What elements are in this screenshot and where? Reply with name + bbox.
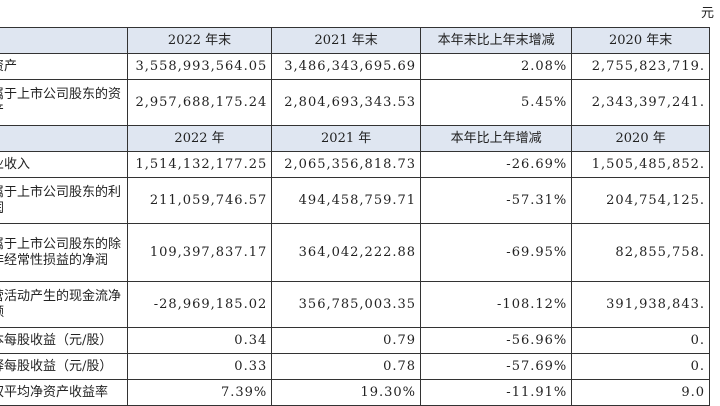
- column-header: 本年比上年增减: [420, 125, 573, 152]
- row-label: 业收入: [0, 151, 128, 178]
- table-row: 营活动产生的现金流净额-28,969,185.02356,785,003.35-…: [0, 281, 710, 328]
- row-label: 释每股收益（元/股）: [0, 353, 128, 380]
- row-label: 本每股收益（元/股）: [0, 327, 128, 354]
- table-cell: 356,785,003.35: [271, 281, 422, 328]
- column-header: [0, 125, 128, 152]
- column-header: 2020 年末: [571, 27, 710, 54]
- table-cell: 5.45%: [420, 79, 573, 126]
- column-header: 2021 年: [271, 125, 422, 152]
- table-cell: -57.31%: [420, 177, 573, 224]
- header-row: 2022 年 2021 年本年比上年增减 2020 年: [0, 125, 710, 152]
- row-label: 属于上市公司股东的利润: [0, 177, 128, 224]
- table-row: 属于上市公司股东的利润211,059,746.57494,458,759.71-…: [0, 177, 710, 224]
- table-cell: -108.12%: [420, 281, 573, 328]
- table-cell: 2,755,823,719.: [571, 53, 710, 80]
- header-row: 2022 年末 2021 年末 本年末比上年末增减 2020 年末: [0, 27, 710, 54]
- table-row: 释每股收益（元/股） 0.33 0.78 -57.69% 0.: [0, 353, 710, 380]
- table-cell: 7.39%: [126, 379, 273, 406]
- row-label: 营活动产生的现金流净额: [0, 281, 128, 328]
- table-cell: 2,065,356,818.73: [271, 151, 422, 178]
- table-cell: 364,042,222.88: [271, 223, 422, 282]
- table-row: 属于上市公司股东的除非经常性损益的净润 109,397,837.17 364,042…: [0, 223, 710, 282]
- table-cell: 9.0: [571, 379, 710, 406]
- table-cell: 0.: [571, 327, 710, 354]
- table-cell: 109,397,837.17: [126, 223, 273, 282]
- column-header: 2022 年末: [126, 27, 273, 54]
- table-cell: 2,804,693,343.53: [271, 79, 422, 126]
- table-cell: 2.08%: [420, 53, 573, 80]
- row-label: 资产: [0, 53, 128, 80]
- table-row: 权平均净资产收益率 7.39% 19.30% -11.91% 9.0: [0, 379, 710, 406]
- column-header: [0, 27, 128, 54]
- column-header: 2022 年: [126, 125, 273, 152]
- table-row: 本每股收益（元/股） 0.34 0.79 -56.96% 0.: [0, 327, 710, 354]
- row-label: 属于上市公司股东的资产: [0, 79, 128, 126]
- table-cell: 211,059,746.57: [126, 177, 273, 224]
- table-cell: 494,458,759.71: [271, 177, 422, 224]
- column-header: 本年末比上年末增减: [420, 27, 573, 54]
- table-row: 资产3,558,993,564.053,486,343,695.692.08%2…: [0, 53, 710, 80]
- table-cell: -28,969,185.02: [126, 281, 273, 328]
- table-cell: 2,957,688,175.24: [126, 79, 273, 126]
- table-cell: 1,505,485,852.: [571, 151, 710, 178]
- row-label: 属于上市公司股东的除非经常性损益的净润: [0, 223, 128, 282]
- table-cell: 82,855,758.: [571, 223, 710, 282]
- table-cell: -56.96%: [420, 327, 573, 354]
- table-cell: 391,938,843.: [571, 281, 710, 328]
- table-cell: -69.95%: [420, 223, 573, 282]
- table-cell: 19.30%: [271, 379, 422, 406]
- table-cell: 0.78: [271, 353, 422, 380]
- row-label: 权平均净资产收益率: [0, 379, 128, 406]
- table-cell: 0.33: [126, 353, 273, 380]
- table-cell: -57.69%: [420, 353, 573, 380]
- table-row: 业收入1,514,132,177.252,065,356,818.73-26.6…: [0, 151, 710, 178]
- table-cell: -11.91%: [420, 379, 573, 406]
- table-cell: 3,486,343,695.69: [271, 53, 422, 80]
- table-cell: 0.: [571, 353, 710, 380]
- table-cell: 204,754,125.: [571, 177, 710, 224]
- column-header: 2021 年末: [271, 27, 422, 54]
- table-cell: 0.34: [126, 327, 273, 354]
- table-row: 属于上市公司股东的资产2,957,688,175.242,804,693,343…: [0, 79, 710, 126]
- unit-label: 元: [701, 6, 715, 21]
- table-cell: 2,343,397,241.: [571, 79, 710, 126]
- table-cell: 0.79: [271, 327, 422, 354]
- column-header: 2020 年: [571, 125, 710, 152]
- table-cell: -26.69%: [420, 151, 573, 178]
- table-cell: 3,558,993,564.05: [126, 53, 273, 80]
- table-cell: 1,514,132,177.25: [126, 151, 273, 178]
